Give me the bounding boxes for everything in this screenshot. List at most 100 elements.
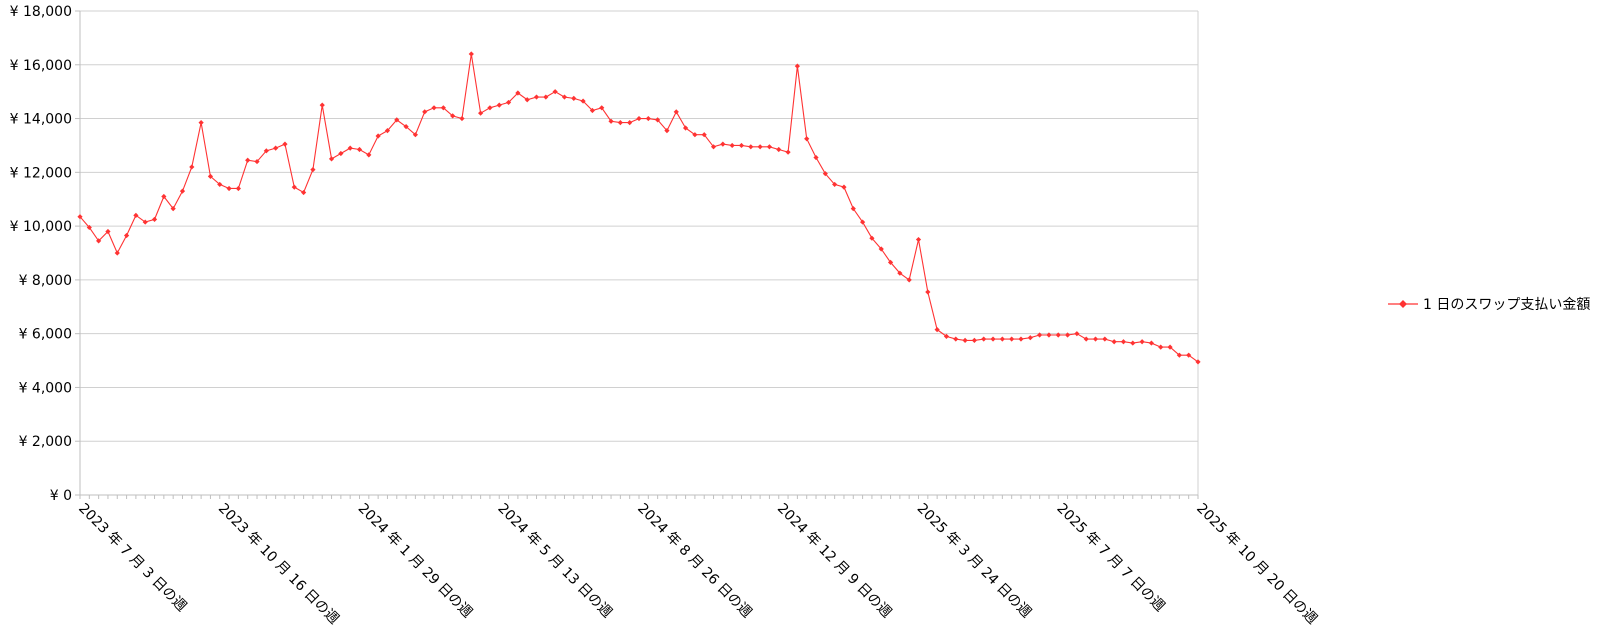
x-tick-label: 2023 年 7 月 3 日の週 [75,501,189,615]
data-point [878,246,884,252]
data-point [999,336,1005,342]
data-point [850,206,856,212]
data-point [524,97,530,103]
data-point [375,133,381,139]
data-point [301,189,307,196]
data-point [785,149,791,155]
data-point [561,94,568,100]
data-point [1083,336,1089,342]
data-point [1148,340,1155,346]
data-point [254,158,260,165]
data-point [1037,332,1043,338]
data-point [962,337,968,343]
x-tick-label: 2025 年 3 月 24 日の週 [914,501,1035,622]
data-point [319,102,325,108]
gridlines [80,10,1199,495]
x-tick-label: 2023 年 10 月 16 日の週 [215,501,342,628]
data-point [608,118,614,124]
data-point [766,144,773,150]
data-point [757,144,763,150]
data-point [692,132,698,138]
data-point [589,107,596,114]
data-point [366,152,372,158]
data-point [1092,336,1099,342]
data-point [291,184,297,190]
data-point [151,216,158,222]
data-point [906,277,912,283]
data-point [655,117,661,123]
data-point [729,142,735,149]
data-point [179,188,186,194]
data-point [422,109,428,115]
data-point [487,105,493,111]
data-point [794,63,800,69]
data-point [720,141,726,147]
data-point [1074,331,1080,337]
x-tick-label: 2025 年 10 月 20 日の週 [1193,501,1320,628]
data-point [1130,340,1136,346]
data-point [571,95,577,101]
data-point [226,185,232,192]
data-point [515,90,521,96]
data-point [1027,335,1033,341]
data-point [1064,332,1071,338]
x-tick-label: 2024 年 12 月 9 日の週 [774,501,895,622]
data-point [1111,339,1117,345]
x-tick-label: 2024 年 1 月 29 日の週 [355,501,476,622]
data-point [96,238,102,244]
data-point [943,333,950,339]
data-point [776,146,782,153]
data-point [450,113,456,119]
data-point [673,109,679,115]
data-point [869,235,875,241]
data-point [990,336,996,342]
data-point [273,145,279,151]
data-point [552,89,558,95]
legend-marker [1399,300,1407,308]
data-point [459,115,465,122]
data-point [235,185,241,192]
data-point [468,51,474,57]
y-tick-label: ¥ 10,000 [10,219,72,235]
data-point [645,115,651,122]
data-point [1186,352,1192,358]
data-point [1102,336,1108,342]
y-tick-label: ¥ 6,000 [19,327,72,343]
y-tick-label: ¥ 2,000 [19,434,72,450]
data-point [682,125,689,131]
data-point [1046,332,1052,338]
data-point [981,336,987,342]
data-point [813,154,819,161]
data-point [431,105,437,111]
data-point [1009,336,1015,342]
data-point [934,327,940,333]
data-point [887,259,894,266]
data-point [496,102,502,108]
data-point [953,336,959,342]
data-point [1176,352,1182,358]
series-group [77,51,1201,365]
data-point [282,141,288,147]
data-point [412,132,418,138]
data-point [1139,339,1145,345]
data-point [664,128,670,134]
data-point [1018,336,1024,342]
data-point [394,117,400,123]
data-point [310,167,316,173]
data-point [1195,359,1201,365]
data-point [841,184,847,190]
data-point [403,124,409,130]
data-point [738,142,745,149]
y-axis: ¥ 0 ¥ 2,000 ¥ 4,000 ¥ 6,000 ¥ 8,000 ¥ 10,000 ¥… [10,4,81,504]
data-point [617,119,623,126]
data-point [804,136,810,142]
data-point [599,105,605,111]
data-point [925,289,931,295]
data-point [207,173,214,179]
data-point [86,224,92,231]
data-point [198,119,204,126]
y-tick-label: ¥ 14,000 [10,112,72,128]
data-point [142,219,148,225]
data-point [627,119,633,126]
data-point [832,181,838,188]
